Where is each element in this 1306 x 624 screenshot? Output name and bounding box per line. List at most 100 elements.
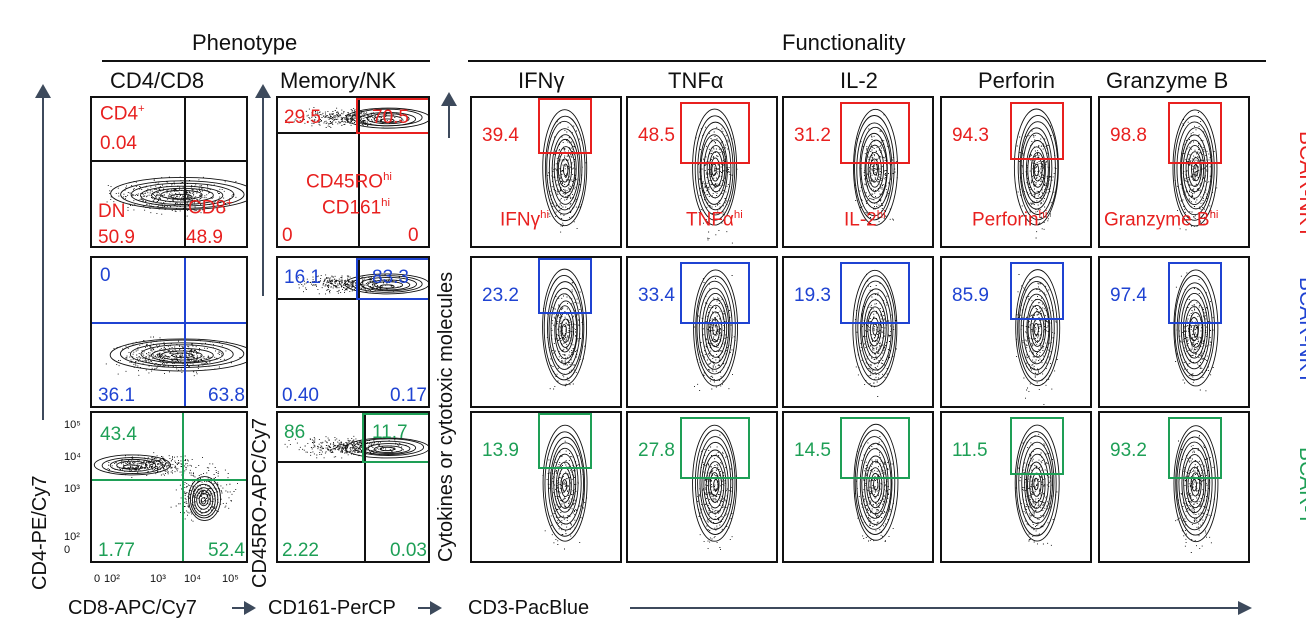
event-dots: [285, 106, 404, 129]
event-dots: [1016, 274, 1058, 406]
row-label-text-0: BCAR-NKT: [1295, 131, 1306, 239]
contour-line: [1182, 139, 1206, 199]
cd4cd8-panel-2: 43.4 1.77 52.4: [90, 411, 248, 563]
contour-line: [708, 311, 723, 348]
func-panel-1-4: 97.4: [1098, 256, 1250, 408]
density-plot: [1014, 424, 1060, 546]
contour-line: [1193, 163, 1199, 177]
contour-line: [695, 275, 736, 381]
contour-line: [697, 436, 734, 530]
memory-lr: 0.03: [390, 540, 427, 561]
event-dots: [855, 273, 897, 397]
contour-line: [548, 128, 581, 211]
density-plot: [106, 176, 246, 217]
event-dots: [1015, 433, 1058, 546]
contour-line: [1191, 157, 1201, 182]
memory-ll: 2.22: [282, 540, 319, 561]
contour-line: [867, 310, 882, 347]
cd8-label: CD8+: [188, 197, 233, 217]
func-value: 23.2: [482, 285, 519, 306]
contour-line: [1033, 477, 1039, 491]
func-gate-label-text: TNFα: [686, 209, 734, 231]
density-plot: [852, 269, 898, 397]
cytokine-axis-arrowhead: [441, 92, 457, 106]
event-dot-path: [542, 440, 588, 550]
contour-line: [1191, 478, 1197, 492]
y-tick-4: 0: [64, 544, 71, 556]
func-gate-label: IFNγhi: [500, 209, 549, 229]
event-dots: [1016, 125, 1057, 239]
event-dot-path: [284, 435, 407, 459]
contour-line: [1176, 436, 1213, 531]
cd161-axis-arrow: [418, 607, 432, 609]
contour-line: [374, 281, 404, 289]
memory-header: Memory/NK: [280, 68, 397, 93]
contour-line: [344, 273, 428, 295]
contour-line: [1022, 293, 1051, 365]
row-label-1: AlloBCAR-NKT: [1295, 256, 1306, 384]
dn-value: 50.9: [98, 227, 135, 248]
memory-gate: [356, 98, 428, 134]
contour-line: [699, 128, 732, 211]
cd8-value: 63.8: [208, 385, 245, 406]
contour-line: [1020, 127, 1053, 210]
func-panel-2-0: 13.9: [470, 411, 622, 563]
memory-ur: 70.5: [372, 107, 409, 128]
contour-line: [548, 287, 581, 370]
func-gate-label: Perforinhi: [972, 209, 1047, 231]
contour-line: [1178, 441, 1211, 524]
cd3-axis-label: CD3-PacBlue: [468, 597, 590, 619]
contour-line: [353, 438, 425, 456]
contour-line: [119, 339, 245, 368]
density-plot: [1173, 425, 1219, 553]
event-dots: [695, 126, 738, 244]
y-tick-0: 10⁵: [64, 419, 81, 431]
density-plot: [692, 108, 738, 244]
contour-line: [1033, 322, 1039, 336]
func-value: 13.9: [482, 440, 519, 461]
quadrant-hline: [92, 322, 246, 324]
contour-line: [704, 298, 728, 358]
cd4-value: 0.04: [100, 133, 137, 154]
func-value: 97.4: [1110, 285, 1147, 306]
func-col-header-4: Granzyme B: [1106, 68, 1229, 93]
cd4cd8-header: CD4/CD8: [110, 68, 205, 93]
contour-line: [344, 437, 428, 459]
func-panel-2-2: 14.5: [782, 411, 934, 563]
func-col-header-2: IL-2: [840, 68, 878, 93]
density-plot: [1015, 269, 1061, 406]
cd45ro-axis-label: CD45RO-APC/Cy7: [249, 417, 271, 588]
func-panel-0-0: 39.4 IFNγhi: [470, 96, 622, 248]
contour-line: [859, 442, 892, 525]
func-panel-1-0: 23.2: [470, 256, 622, 408]
dn-value: 36.1: [98, 385, 135, 406]
contour-line: [696, 280, 733, 375]
event-dot-path: [1016, 125, 1057, 239]
quadrant-vline: [184, 258, 186, 406]
density-plot: [1013, 108, 1059, 239]
event-dot-path: [695, 434, 738, 550]
contour-line: [140, 185, 224, 205]
contour-line: [1174, 115, 1215, 221]
func-gate-label-text: Perforin: [972, 209, 1039, 231]
contour-line: [551, 134, 579, 205]
contour-line: [546, 120, 583, 215]
event-dot-path: [297, 274, 402, 295]
contour-line: [542, 268, 588, 386]
contour-line: [854, 115, 895, 221]
event-dot-path: [170, 463, 238, 522]
func-gate: [1010, 262, 1064, 320]
cd3-axis-arrowhead: [1238, 601, 1252, 615]
event-dot-path: [543, 282, 586, 390]
cd161-axis-label: CD161-PerCP: [268, 597, 396, 619]
quadrant-hline: [278, 132, 428, 134]
event-dot-path: [1016, 274, 1058, 406]
contour-line: [1176, 121, 1213, 216]
memory-gate: [356, 258, 428, 300]
event-dots: [106, 452, 203, 478]
func-value: 39.4: [482, 125, 519, 146]
func-gate: [1010, 102, 1064, 160]
contour-line: [1185, 460, 1205, 509]
event-dots: [854, 436, 894, 542]
event-dots: [547, 121, 587, 233]
